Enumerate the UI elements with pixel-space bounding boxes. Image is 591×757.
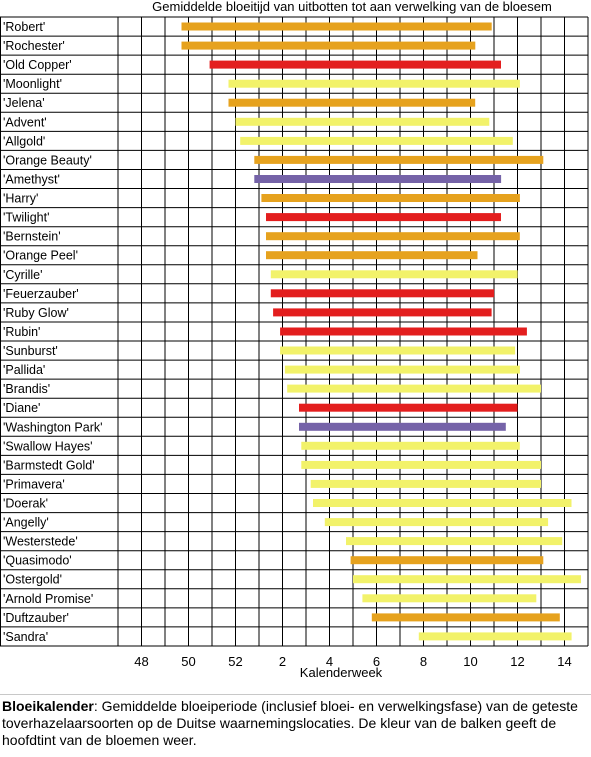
category-label: 'Jelena'	[3, 96, 45, 110]
bar	[181, 22, 492, 31]
category-label: 'Moonlight'	[3, 77, 62, 91]
bar	[209, 60, 501, 69]
category-label: 'Ruby Glow'	[3, 306, 69, 320]
bar	[353, 575, 581, 584]
bar	[313, 499, 572, 507]
category-label: 'Pallida'	[3, 363, 45, 377]
bar	[254, 175, 502, 183]
bar	[240, 136, 513, 145]
category-label: 'Orange Peel'	[3, 249, 78, 263]
category-label: 'Arnold Promise'	[3, 592, 93, 606]
category-label: 'Sandra'	[3, 630, 48, 644]
bar	[181, 41, 476, 50]
caption-text: : Gemiddelde bloeiperiode (inclusief blo…	[2, 698, 578, 748]
bar	[228, 98, 476, 107]
bar	[261, 194, 520, 202]
category-label: 'Robert'	[3, 20, 45, 34]
category-label: 'Washington Park'	[3, 420, 103, 434]
category-label: 'Feuerzauber'	[3, 287, 79, 301]
bar	[280, 327, 527, 336]
category-label: 'Cyrille'	[3, 268, 43, 282]
x-axis-label: Kalenderweek	[300, 665, 383, 680]
bar	[273, 308, 492, 317]
bar	[371, 613, 560, 622]
bar	[266, 251, 478, 260]
bar	[228, 79, 520, 88]
bar	[235, 117, 490, 126]
bar	[310, 479, 541, 488]
bar	[287, 384, 541, 393]
category-label: 'Brandis'	[3, 382, 50, 396]
category-label: 'Duftzauber'	[3, 611, 69, 625]
category-label: 'Bernstein'	[3, 230, 61, 244]
x-tick-label: 14	[557, 654, 571, 669]
category-label: 'Quasimodo'	[3, 554, 72, 568]
category-label: 'Amethyst'	[3, 173, 60, 187]
x-tick-label: 6	[373, 654, 380, 669]
bar	[299, 422, 506, 431]
x-tick-label: 50	[181, 654, 195, 669]
bar	[324, 518, 549, 527]
category-label: 'Swallow Hayes'	[3, 439, 93, 453]
category-labels: 'Robert' 'Rochester' 'Old Copper' 'Moonligh…	[3, 20, 103, 644]
bloom-chart: Gemiddelde bloeitijd van uitbotten tot a…	[0, 0, 589, 680]
category-label: 'Westerstede'	[3, 535, 78, 549]
bar	[270, 289, 495, 298]
bar	[284, 365, 520, 374]
bar	[301, 441, 520, 450]
caption-bold: Bloeikalender	[2, 698, 94, 714]
separator-line	[0, 694, 591, 695]
category-label: 'Doerak'	[3, 497, 48, 511]
bar	[266, 213, 501, 222]
category-label: 'Twilight'	[3, 211, 49, 225]
x-tick-labels: 48 50 52 2 4 6 8 10 12 14	[134, 654, 571, 669]
caption: Bloeikalender: Gemiddelde bloeiperiode (…	[2, 698, 588, 750]
bars	[181, 22, 581, 641]
category-label: 'Diane'	[3, 401, 40, 415]
x-tick-label: 8	[420, 654, 427, 669]
bar	[418, 632, 572, 641]
chart-title: Gemiddelde bloeitijd van uitbotten tot a…	[152, 0, 552, 14]
bar	[266, 232, 520, 241]
x-tick-label: 4	[326, 654, 333, 669]
category-label: 'Angelly'	[3, 516, 49, 530]
x-tick-label: 10	[463, 654, 477, 669]
bar	[270, 270, 518, 279]
bar	[346, 537, 563, 546]
category-label: 'Old Copper'	[3, 58, 72, 72]
category-label: 'Harry'	[3, 192, 38, 206]
category-label: 'Barmstedt Gold'	[3, 458, 95, 472]
category-label: 'Allgold'	[3, 134, 45, 148]
x-tick-label: 2	[279, 654, 286, 669]
bar	[254, 155, 544, 164]
bar	[350, 556, 544, 565]
category-label: 'Primavera'	[3, 477, 65, 491]
category-label: 'Orange Beauty'	[3, 153, 92, 167]
bar	[301, 460, 541, 469]
bar	[362, 594, 537, 603]
x-tick-label: 12	[510, 654, 524, 669]
x-tick-label: 52	[228, 654, 242, 669]
category-label: 'Rubin'	[3, 325, 40, 339]
category-label: 'Rochester'	[3, 39, 65, 53]
x-tick-label: 48	[134, 654, 148, 669]
bar	[280, 346, 516, 355]
category-label: 'Ostergold'	[3, 573, 62, 587]
category-label: 'Advent'	[3, 115, 47, 129]
bar	[299, 403, 518, 412]
category-label: 'Sunburst'	[3, 344, 58, 358]
